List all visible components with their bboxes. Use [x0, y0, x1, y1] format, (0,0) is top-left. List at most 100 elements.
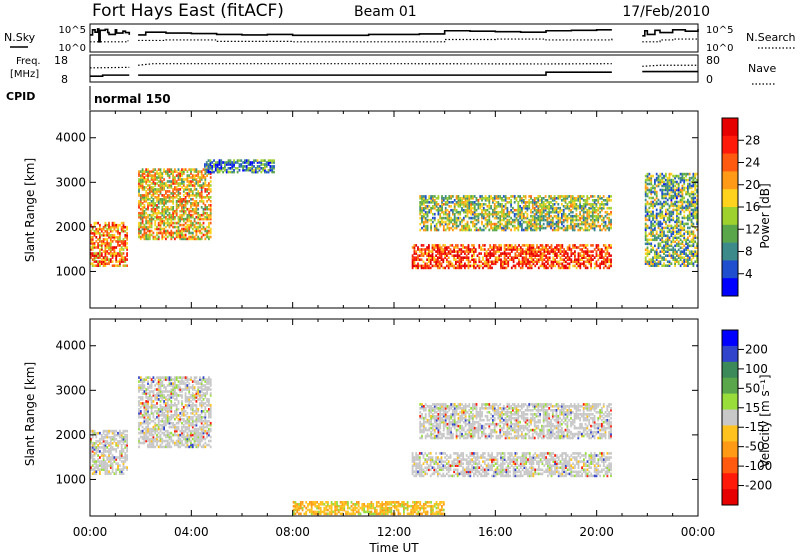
echo-cell-3-5-17-3 — [676, 258, 678, 261]
echo-cell-3-4-14-16 — [444, 197, 447, 200]
echo-cell-3-1-19-32 — [172, 174, 174, 177]
echo-cell-3-4-1-6 — [421, 216, 423, 220]
echo-cell-3-5-2-29 — [648, 206, 651, 210]
echo-cell-3-4-8-13 — [433, 203, 436, 206]
echo-cell-3-4-92-7 — [586, 214, 589, 218]
echo-cell-3-5-23-43 — [687, 178, 689, 182]
echo-cell-3-3-108-3 — [606, 260, 609, 264]
echo-cell-3-1-22-4 — [177, 229, 180, 233]
echo-cell-3-5-22-30 — [685, 204, 687, 208]
echo-cell-3-4-20-5 — [455, 218, 458, 222]
echo-cell-3-3-71-7 — [539, 252, 542, 255]
echo-cell-4-0-20-16 — [126, 440, 128, 443]
echo-cell-3-0-19-17 — [124, 229, 127, 233]
echo-cell-3-1-27-18 — [186, 202, 189, 205]
echo-cell-3-4-103-2 — [606, 224, 609, 228]
echo-cell-3-4-28-6 — [470, 216, 472, 220]
echo-cell-3-4-47-2 — [504, 224, 507, 228]
echo-cell-3-0-3-4 — [95, 256, 98, 259]
echo-cell-3-3-13-2 — [435, 262, 437, 266]
echo-cell-3-4-56-15 — [521, 199, 523, 202]
echo-cell-3-5-3-36 — [650, 192, 653, 196]
echo-cell-3-3-20-7 — [447, 252, 450, 255]
echo-cell-3-4-91-2 — [584, 224, 587, 228]
echo-cell-3-5-2-31 — [648, 202, 651, 206]
echo-cell-3-5-7-45 — [657, 174, 660, 178]
echo-cell-4-0-18-4 — [122, 464, 125, 467]
echo-cell-3-1-27-19 — [186, 200, 189, 203]
echo-cell-3-4-90-7 — [582, 214, 585, 218]
echo-cell-3-3-59-1 — [518, 264, 520, 268]
echo-cell-3-1-13-0 — [161, 237, 164, 241]
echo-cell-3-3-58-6 — [516, 254, 519, 257]
echo-cell-3-4-62-9 — [531, 210, 534, 214]
echo-cell-3-1-38-19 — [206, 200, 208, 203]
echo-cell-3-5-28-29 — [696, 206, 698, 210]
echo-cell-3-2-38-6 — [273, 159, 275, 162]
echo-cell-3-5-4-15 — [652, 234, 654, 238]
echo-cell-3-3-66-1 — [530, 264, 533, 268]
echo-cell-3-1-37-21 — [204, 196, 207, 199]
echo-cell-3-2-8-2 — [218, 167, 221, 170]
echo-cell-3-4-74-11 — [553, 206, 556, 210]
echo-cell-3-4-65-17 — [537, 195, 540, 198]
echo-cell-4-1-5-9 — [147, 427, 149, 431]
echo-cell-3-5-17-11 — [676, 242, 678, 246]
echo-cell-3-1-40-4 — [209, 229, 212, 233]
echo-cell-3-1-0-4 — [138, 229, 140, 233]
echo-cell-3-2-1-5 — [205, 161, 208, 164]
echo-cell-3-3-42-6 — [487, 254, 490, 257]
echo-cell-3-1-23-0 — [179, 237, 182, 241]
echo-cell-3-3-6-0 — [422, 266, 425, 270]
echo-cell-3-3-87-10 — [568, 246, 571, 249]
echo-cell-3-1-30-8 — [191, 221, 194, 225]
echo-cell-3-4-30-3 — [473, 222, 476, 226]
echo-cell-3-4-31-16 — [475, 197, 478, 200]
echo-cell-3-1-33-27 — [197, 184, 200, 187]
echo-cell-3-5-11-25 — [665, 214, 667, 218]
echo-cell-3-5-9-14 — [661, 236, 664, 240]
echo-cell-3-1-35-27 — [200, 184, 203, 187]
echo-cell-3-4-14-13 — [444, 203, 447, 206]
echo-cell-3-3-39-5 — [482, 256, 484, 259]
echo-cell-3-2-15-2 — [231, 167, 234, 170]
echo-cell-3-5-6-7 — [655, 250, 658, 253]
echo-cell-3-4-81-5 — [566, 218, 569, 222]
echo-cell-3-4-9-0 — [435, 228, 438, 232]
echo-cell-4-1-7-19 — [150, 408, 153, 411]
echo-cell-3-3-34-4 — [473, 258, 475, 261]
echo-cell-3-0-10-2 — [108, 260, 110, 263]
echo-cell-4-1-3-22 — [143, 402, 146, 405]
echo-cell-3-3-60-0 — [519, 266, 522, 270]
echo-cell-3-0-1-1 — [91, 262, 94, 265]
echo-cell-3-5-4-27 — [652, 210, 654, 214]
echo-cell-3-5-26-24 — [692, 216, 695, 220]
echo-cell-3-5-23-5 — [687, 254, 689, 257]
echo-cell-3-4-13-9 — [442, 210, 445, 214]
echo-cell-3-0-16-1 — [119, 262, 121, 265]
echo-cell-3-3-109-4 — [608, 258, 611, 261]
echo-cell-3-5-8-28 — [659, 208, 662, 212]
echo-cell-3-1-0-7 — [138, 223, 140, 227]
echo-cell-4-1-3-17 — [143, 412, 146, 415]
echo-cell-4-0-18-6 — [122, 460, 125, 463]
echo-cell-3-5-14-19 — [670, 226, 673, 230]
echo-cell-3-1-17-13 — [168, 211, 171, 215]
echo-cell-3-5-9-15 — [661, 234, 664, 238]
echo-cell-3-2-6-1 — [214, 168, 217, 172]
echo-cell-3-5-0-43 — [644, 178, 647, 182]
echo-cell-3-4-12-3 — [441, 222, 443, 226]
echo-cell-3-5-27-14 — [694, 236, 697, 240]
echo-cell-3-5-23-16 — [687, 232, 689, 236]
echo-cell-3-3-109-0 — [608, 266, 611, 270]
echo-cell-3-1-39-17 — [208, 204, 210, 207]
echo-cell-3-1-21-1 — [175, 235, 178, 239]
echo-cell-3-3-29-10 — [464, 246, 466, 249]
echo-cell-3-5-10-17 — [663, 230, 665, 234]
echo-cell-3-3-54-10 — [509, 246, 511, 249]
echo-cell-3-0-7-13 — [102, 238, 105, 241]
echo-cell-3-3-71-8 — [539, 250, 542, 253]
echo-cell-3-3-28-4 — [462, 258, 464, 261]
echo-cell-3-1-9-31 — [154, 176, 157, 179]
